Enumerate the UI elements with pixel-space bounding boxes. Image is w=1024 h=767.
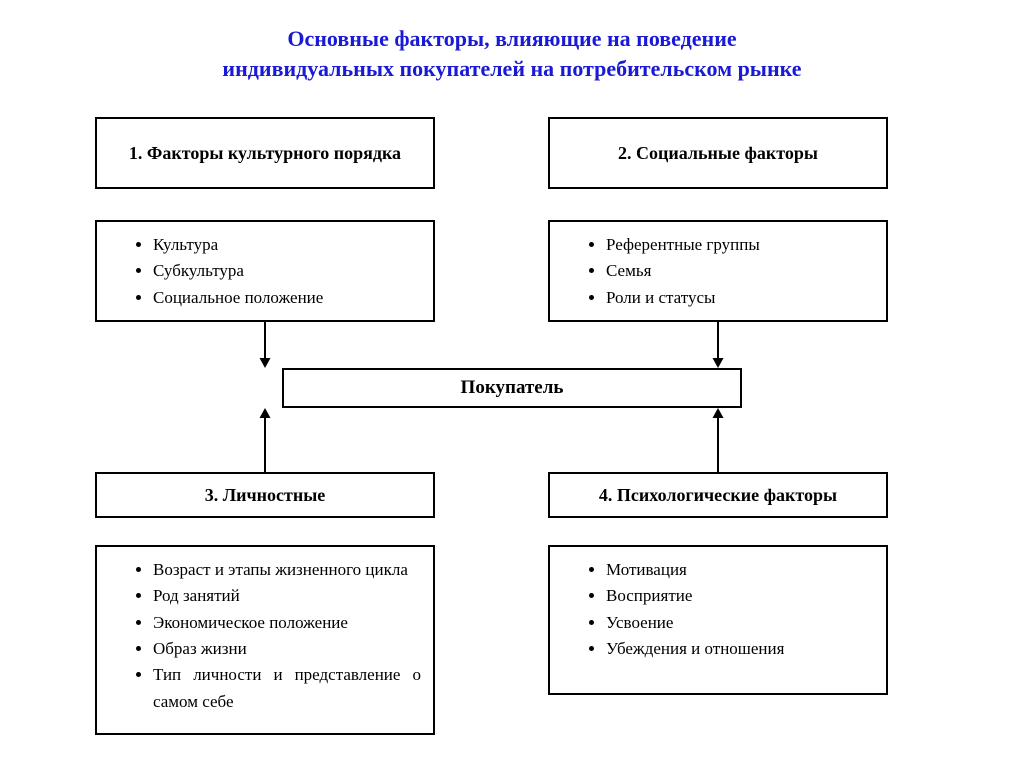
list-item: Роли и статусы [606, 285, 874, 311]
list-item: Тип личности и представление о самом себ… [153, 662, 421, 715]
center-node: Покупатель [282, 368, 742, 408]
list-item: Восприятие [606, 583, 874, 609]
block-4-header-label: 4. Психологические факторы [599, 482, 837, 509]
list-item: Усвоение [606, 610, 874, 636]
block-3-list: Возраст и этапы жизненного циклаРод заня… [95, 545, 435, 735]
list-item: Социальное положение [153, 285, 421, 311]
list-item: Культура [153, 232, 421, 258]
list-item: Убеждения и отношения [606, 636, 874, 662]
block-2-header: 2. Социальные факторы [548, 117, 888, 189]
block-2-list: Референтные группыСемьяРоли и статусы [548, 220, 888, 322]
title-line-2: индивидуальных покупателей на потребител… [222, 56, 801, 81]
block-4-list: МотивацияВосприятиеУсвоениеУбеждения и о… [548, 545, 888, 695]
title-line-1: Основные факторы, влияющие на поведение [287, 26, 736, 51]
list-item: Возраст и этапы жизненного цикла [153, 557, 421, 583]
list-item: Мотивация [606, 557, 874, 583]
block-3-items: Возраст и этапы жизненного циклаРод заня… [135, 557, 421, 715]
list-item: Субкультура [153, 258, 421, 284]
block-1-list: КультураСубкультураСоциальное положение [95, 220, 435, 322]
block-3-header-label: 3. Личностные [205, 482, 326, 509]
page-title: Основные факторы, влияющие на поведение … [0, 24, 1024, 83]
block-2-header-label: 2. Социальные факторы [618, 140, 818, 167]
block-1-header-label: 1. Факторы культурного порядка [129, 140, 401, 167]
block-3-header: 3. Личностные [95, 472, 435, 518]
list-item: Референтные группы [606, 232, 874, 258]
list-item: Экономическое положение [153, 610, 421, 636]
block-2-items: Референтные группыСемьяРоли и статусы [588, 232, 874, 311]
list-item: Образ жизни [153, 636, 421, 662]
center-label: Покупатель [461, 377, 564, 399]
block-1-items: КультураСубкультураСоциальное положение [135, 232, 421, 311]
list-item: Род занятий [153, 583, 421, 609]
block-1-header: 1. Факторы культурного порядка [95, 117, 435, 189]
block-4-header: 4. Психологические факторы [548, 472, 888, 518]
block-4-items: МотивацияВосприятиеУсвоениеУбеждения и о… [588, 557, 874, 662]
list-item: Семья [606, 258, 874, 284]
